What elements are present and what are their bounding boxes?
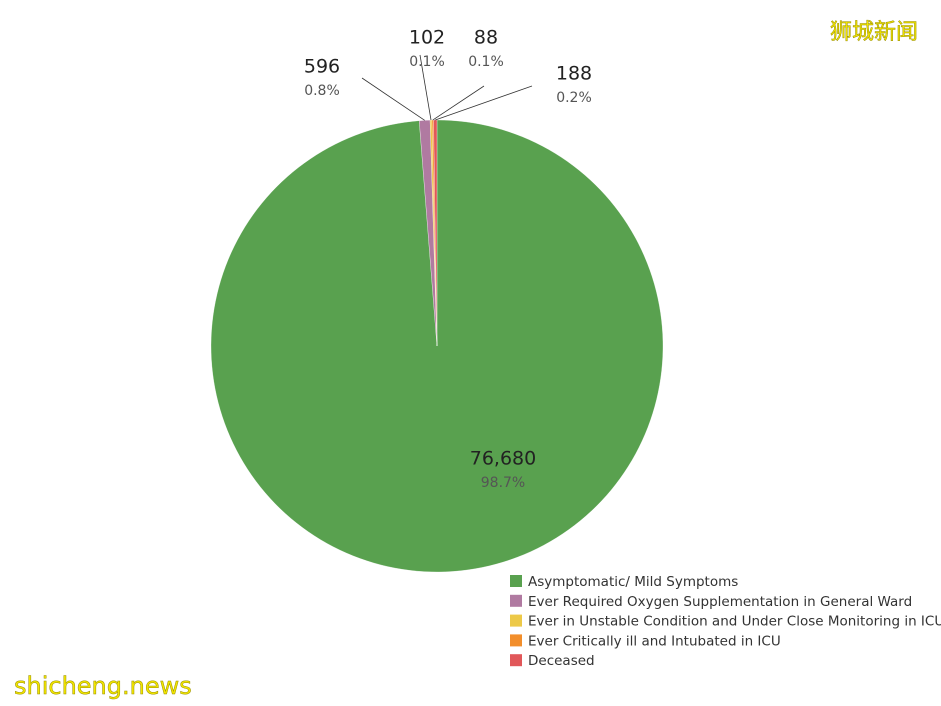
percent-label: 98.7% <box>481 475 525 491</box>
value-label: 596 <box>304 56 340 78</box>
legend-label: Ever Required Oxygen Supplementation in … <box>528 594 912 610</box>
pie-slice <box>433 119 438 347</box>
value-label: 88 <box>474 27 498 49</box>
value-label: 188 <box>556 63 592 85</box>
percent-label: 0.2% <box>556 90 592 106</box>
leader-line <box>432 85 485 121</box>
legend-swatch <box>510 634 522 647</box>
legend-label: Ever in Unstable Condition and Under Clo… <box>528 614 941 630</box>
leader-line <box>435 85 533 121</box>
legend-label: Deceased <box>528 653 595 669</box>
leader-line <box>419 54 432 121</box>
value-label: 102 <box>409 27 445 49</box>
percent-label: 0.8% <box>304 83 340 99</box>
percent-label: 0.1% <box>468 54 504 70</box>
legend-swatch <box>510 575 522 587</box>
legend-swatch <box>510 654 522 667</box>
percent-label: 0.1% <box>409 54 445 70</box>
watermark: 狮城新闻 <box>830 20 918 45</box>
legend-swatch <box>510 594 522 607</box>
watermark: shicheng.news <box>14 672 192 700</box>
legend-label: Ever Critically ill and Intubated in ICU <box>528 633 781 649</box>
value-label: 76,680 <box>470 448 536 470</box>
legend-swatch <box>510 614 522 627</box>
legend-label: Asymptomatic/ Mild Symptoms <box>528 574 738 590</box>
leader-line <box>361 77 425 121</box>
